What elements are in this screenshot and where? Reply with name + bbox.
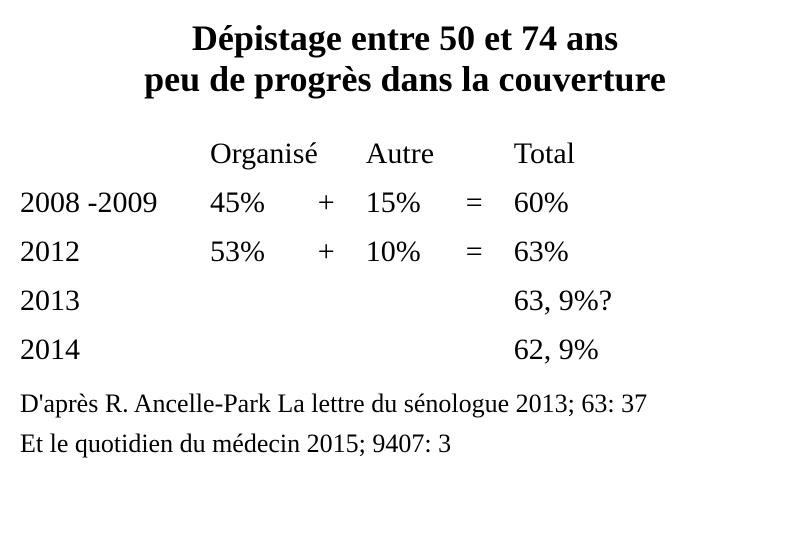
reference-line-1: D'après R. Ancelle-Park La lettre du sén… <box>20 384 790 424</box>
cell-autre: 15% <box>366 178 466 227</box>
cell-eq <box>466 325 514 374</box>
cell-year: 2012 <box>20 227 210 276</box>
slide: Dépistage entre 50 et 74 ans peu de prog… <box>0 0 810 540</box>
cell-year: 2008 -2009 <box>20 178 210 227</box>
title-line-1: Dépistage entre 50 et 74 ans <box>20 18 790 59</box>
cell-total: 63, 9%? <box>514 276 654 325</box>
cell-plus: + <box>318 178 366 227</box>
header-organise: Organisé <box>210 129 318 178</box>
cell-organise: 53% <box>210 227 318 276</box>
cell-year: 2013 <box>20 276 210 325</box>
references: D'après R. Ancelle-Park La lettre du sén… <box>20 384 790 465</box>
cell-organise <box>210 276 318 325</box>
table-row: 2012 53% + 10% = 63% <box>20 227 654 276</box>
cell-autre <box>366 325 466 374</box>
slide-body: Organisé Autre Total 2008 -2009 45% + 15… <box>20 129 790 465</box>
cell-eq <box>466 276 514 325</box>
table-row: 2013 63, 9%? <box>20 276 654 325</box>
cell-eq: = <box>466 178 514 227</box>
cell-plus <box>318 325 366 374</box>
cell-plus: + <box>318 227 366 276</box>
cell-autre <box>366 276 466 325</box>
coverage-table: Organisé Autre Total 2008 -2009 45% + 15… <box>20 129 654 374</box>
cell-plus <box>318 276 366 325</box>
cell-total: 62, 9% <box>514 325 654 374</box>
cell-autre: 10% <box>366 227 466 276</box>
header-total: Total <box>514 129 654 178</box>
table-row: 2014 62, 9% <box>20 325 654 374</box>
cell-organise: 45% <box>210 178 318 227</box>
cell-eq: = <box>466 227 514 276</box>
table-row: 2008 -2009 45% + 15% = 60% <box>20 178 654 227</box>
header-autre: Autre <box>366 129 466 178</box>
title-line-2: peu de progrès dans la couverture <box>20 59 790 100</box>
reference-line-2: Et le quotidien du médecin 2015; 9407: 3 <box>20 424 790 464</box>
cell-organise <box>210 325 318 374</box>
cell-year: 2014 <box>20 325 210 374</box>
slide-title: Dépistage entre 50 et 74 ans peu de prog… <box>20 18 790 101</box>
table-header-row: Organisé Autre Total <box>20 129 654 178</box>
cell-total: 63% <box>514 227 654 276</box>
cell-total: 60% <box>514 178 654 227</box>
